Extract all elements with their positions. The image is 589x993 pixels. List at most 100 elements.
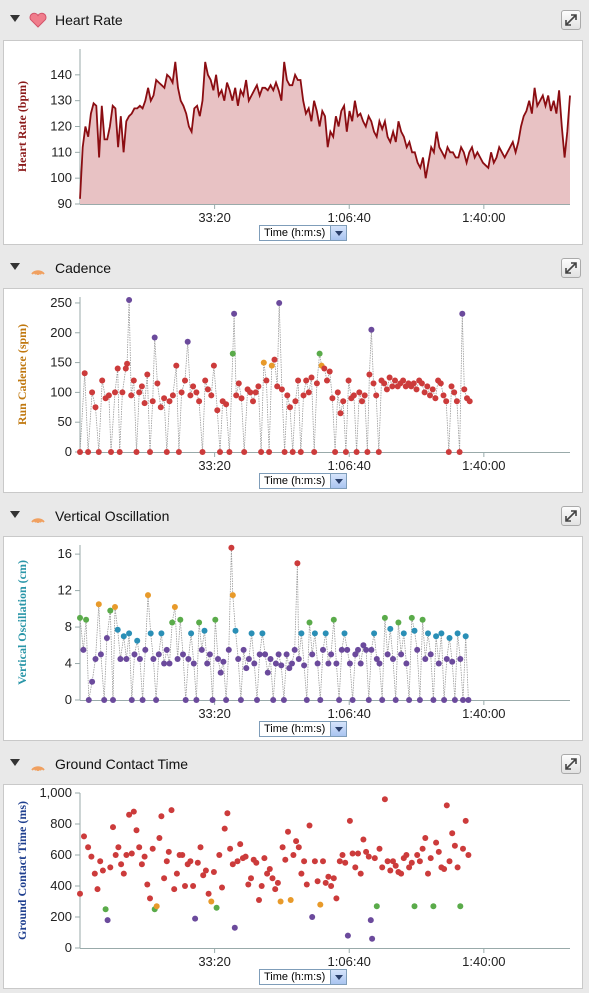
y-tick-label: 0 bbox=[65, 940, 72, 955]
x-tick-label: 1:06:40 bbox=[328, 954, 371, 969]
panel-header[interactable]: Cadence bbox=[0, 252, 589, 284]
data-point bbox=[379, 697, 386, 703]
data-point bbox=[208, 898, 215, 905]
data-point bbox=[363, 646, 370, 653]
expand-icon[interactable] bbox=[561, 754, 581, 774]
data-point bbox=[138, 383, 145, 390]
data-point bbox=[117, 656, 124, 662]
x-tick-label: 33:20 bbox=[198, 458, 231, 473]
data-point bbox=[297, 449, 304, 455]
data-point bbox=[151, 334, 158, 341]
data-point bbox=[269, 875, 276, 882]
data-point bbox=[349, 697, 356, 703]
data-point bbox=[227, 845, 234, 852]
data-point bbox=[325, 873, 332, 880]
data-point bbox=[266, 866, 273, 872]
data-point bbox=[149, 845, 156, 852]
data-point bbox=[278, 386, 285, 393]
expand-icon[interactable] bbox=[561, 258, 581, 278]
data-point bbox=[210, 362, 217, 369]
data-point bbox=[141, 400, 148, 407]
data-point bbox=[120, 870, 127, 877]
data-point bbox=[122, 365, 129, 372]
data-point bbox=[233, 392, 240, 399]
data-point bbox=[130, 377, 137, 384]
data-point bbox=[416, 697, 423, 703]
data-point bbox=[175, 449, 182, 455]
data-point bbox=[119, 389, 126, 396]
data-point bbox=[184, 338, 191, 345]
panel-header[interactable]: Ground Contact Time bbox=[0, 748, 589, 780]
y-tick-label: 110 bbox=[51, 144, 72, 159]
data-point bbox=[383, 386, 390, 393]
data-point bbox=[392, 862, 399, 869]
data-point bbox=[158, 630, 165, 637]
data-point bbox=[443, 802, 450, 809]
data-point bbox=[217, 669, 224, 676]
chevron-down-icon[interactable] bbox=[330, 970, 346, 984]
data-point bbox=[247, 389, 254, 396]
data-point bbox=[204, 660, 211, 667]
expand-icon[interactable] bbox=[561, 10, 581, 30]
x-axis-selector[interactable]: Time (h:m:s) bbox=[259, 473, 347, 489]
x-tick-label: 33:20 bbox=[198, 954, 231, 969]
data-point bbox=[171, 604, 178, 610]
data-point bbox=[242, 853, 249, 860]
x-axis-selector[interactable]: Time (h:m:s) bbox=[259, 969, 347, 985]
data-point bbox=[88, 853, 95, 860]
data-point bbox=[114, 626, 121, 633]
data-point bbox=[414, 646, 421, 653]
chevron-down-icon[interactable] bbox=[330, 474, 346, 488]
data-point bbox=[456, 449, 463, 455]
data-point bbox=[338, 646, 345, 653]
chevron-down-icon[interactable] bbox=[330, 722, 346, 736]
data-point bbox=[408, 614, 415, 621]
x-axis-selector[interactable]: Time (h:m:s) bbox=[259, 721, 347, 737]
collapse-toggle-icon[interactable] bbox=[10, 759, 20, 766]
panel-header[interactable]: Heart Rate bbox=[0, 4, 589, 36]
collapse-toggle-icon[interactable] bbox=[10, 263, 20, 270]
data-point bbox=[115, 844, 122, 851]
data-point bbox=[390, 656, 396, 662]
collapse-toggle-icon[interactable] bbox=[10, 511, 20, 518]
data-point bbox=[398, 651, 405, 658]
x-tick-label: 1:40:00 bbox=[462, 210, 505, 225]
collapse-toggle-icon[interactable] bbox=[10, 15, 20, 22]
data-point bbox=[350, 392, 357, 399]
expand-icon[interactable] bbox=[561, 506, 581, 526]
data-point bbox=[392, 697, 399, 703]
data-point bbox=[165, 848, 172, 855]
data-point bbox=[357, 870, 364, 877]
data-point bbox=[161, 395, 168, 402]
chevron-down-icon[interactable] bbox=[330, 226, 346, 240]
data-point bbox=[95, 449, 102, 455]
data-point bbox=[153, 697, 160, 703]
data-point bbox=[387, 867, 394, 874]
data-point bbox=[462, 633, 469, 640]
heart-rate-area bbox=[80, 61, 570, 205]
panel-header[interactable]: Vertical Oscillation bbox=[0, 500, 589, 532]
data-point bbox=[317, 901, 324, 908]
data-point bbox=[449, 658, 456, 665]
data-point bbox=[197, 844, 204, 851]
data-point bbox=[379, 864, 386, 871]
data-point bbox=[85, 844, 92, 851]
data-point bbox=[124, 360, 131, 367]
data-point bbox=[248, 875, 254, 882]
data-point bbox=[258, 883, 265, 889]
data-point bbox=[110, 697, 116, 703]
data-point bbox=[268, 362, 275, 369]
data-point bbox=[342, 449, 349, 455]
data-point bbox=[182, 883, 188, 889]
data-point bbox=[92, 404, 99, 411]
data-point bbox=[112, 852, 119, 858]
data-point bbox=[208, 392, 215, 399]
data-point bbox=[180, 651, 186, 658]
data-point bbox=[280, 697, 287, 703]
data-point bbox=[411, 903, 418, 910]
data-point bbox=[421, 389, 428, 396]
x-axis-selector[interactable]: Time (h:m:s) bbox=[259, 225, 347, 241]
data-point bbox=[155, 651, 162, 658]
data-point bbox=[232, 627, 239, 634]
data-point bbox=[153, 903, 160, 910]
